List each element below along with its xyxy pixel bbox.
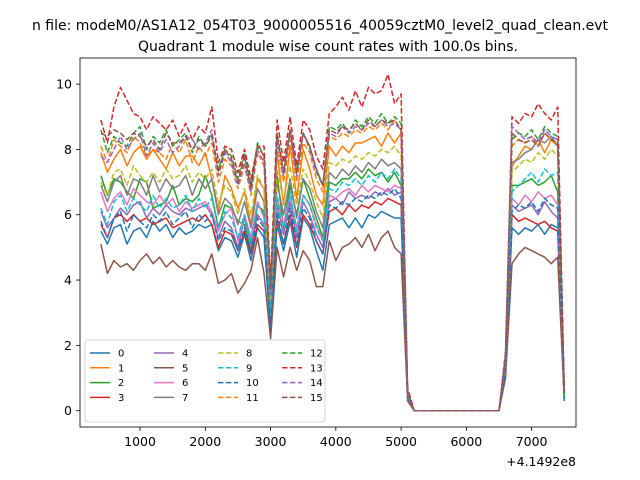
legend-label-14: 14: [310, 378, 323, 389]
legend-label-12: 12: [310, 349, 323, 360]
legend-label-4: 4: [182, 349, 188, 360]
legend-label-15: 15: [310, 393, 323, 404]
series-line-10: [100, 187, 566, 412]
legend-label-13: 13: [310, 363, 323, 374]
y-axis: 0 2 4 6 8 10: [56, 77, 80, 418]
chart-title: Quadrant 1 module wise count rates with …: [138, 39, 518, 55]
x-tick-label: 2000: [189, 434, 221, 449]
legend-label-5: 5: [182, 363, 188, 374]
x-tick-label: 4000: [320, 434, 352, 449]
x-tick-label: 3000: [255, 434, 287, 449]
series-line-14: [100, 119, 566, 412]
y-tick-label: 8: [64, 142, 72, 157]
y-tick-label: 0: [64, 403, 72, 418]
y-tick-label: 10: [56, 77, 72, 92]
x-tick-label: 6000: [450, 434, 482, 449]
series-line-8: [100, 145, 566, 412]
legend-label-0: 0: [118, 349, 124, 360]
series-line-15: [100, 119, 566, 412]
x-tick-label: 1000: [124, 434, 156, 449]
x-axis: 1000 2000 3000 4000 5000 6000 7000: [124, 427, 548, 449]
legend-label-9: 9: [246, 363, 252, 374]
y-tick-label: 6: [64, 207, 72, 222]
legend-label-3: 3: [118, 393, 124, 404]
figure-suptitle: n file: modeM0/AS1A12_054T03_9000005516_…: [32, 18, 609, 34]
x-tick-label: 5000: [385, 434, 417, 449]
y-tick-label: 4: [64, 273, 72, 288]
series-lines: [100, 73, 566, 412]
legend-label-10: 10: [246, 378, 259, 389]
x-tick-label: 7000: [516, 434, 548, 449]
legend-label-6: 6: [182, 378, 188, 389]
y-tick-label: 2: [64, 338, 72, 353]
legend-label-2: 2: [118, 378, 124, 389]
x-offset-label: +4.1492e8: [506, 454, 576, 469]
legend-label-11: 11: [246, 393, 259, 404]
legend-box: [84, 339, 326, 423]
series-line-9: [100, 168, 566, 412]
legend-label-1: 1: [118, 363, 124, 374]
axes-frame: [79, 57, 577, 428]
legend-label-8: 8: [246, 349, 252, 360]
legend-label-7: 7: [182, 393, 188, 404]
